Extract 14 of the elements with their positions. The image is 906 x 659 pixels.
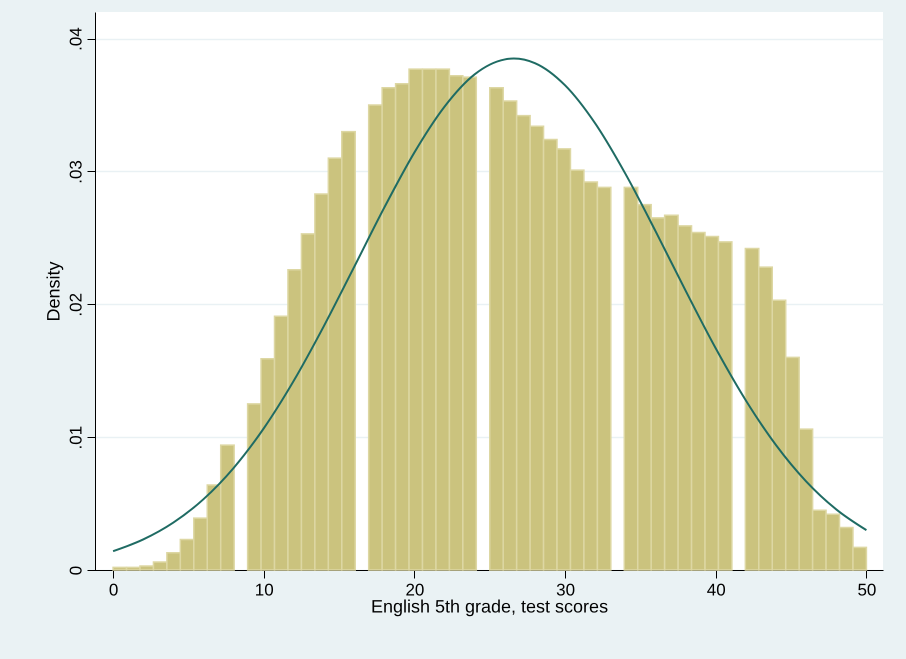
y-tick-label: 0: [66, 566, 86, 576]
y-tick-label: .03: [66, 160, 86, 184]
y-tick-label: .04: [66, 27, 86, 51]
line-series: [112, 58, 868, 552]
x-axis-title: English 5th grade, test scores: [370, 596, 608, 616]
x-tick-label: 10: [254, 580, 274, 600]
x-tick-label: 20: [405, 580, 424, 600]
y-tick-label: .01: [66, 426, 86, 450]
y-axis-title: Density: [44, 261, 64, 322]
x-tick-label: 0: [108, 580, 118, 600]
y-tick-label: .02: [66, 292, 86, 317]
x-tick-label: 30: [556, 580, 576, 600]
x-tick-label: 40: [706, 580, 726, 600]
x-tick-label: 50: [857, 580, 876, 600]
